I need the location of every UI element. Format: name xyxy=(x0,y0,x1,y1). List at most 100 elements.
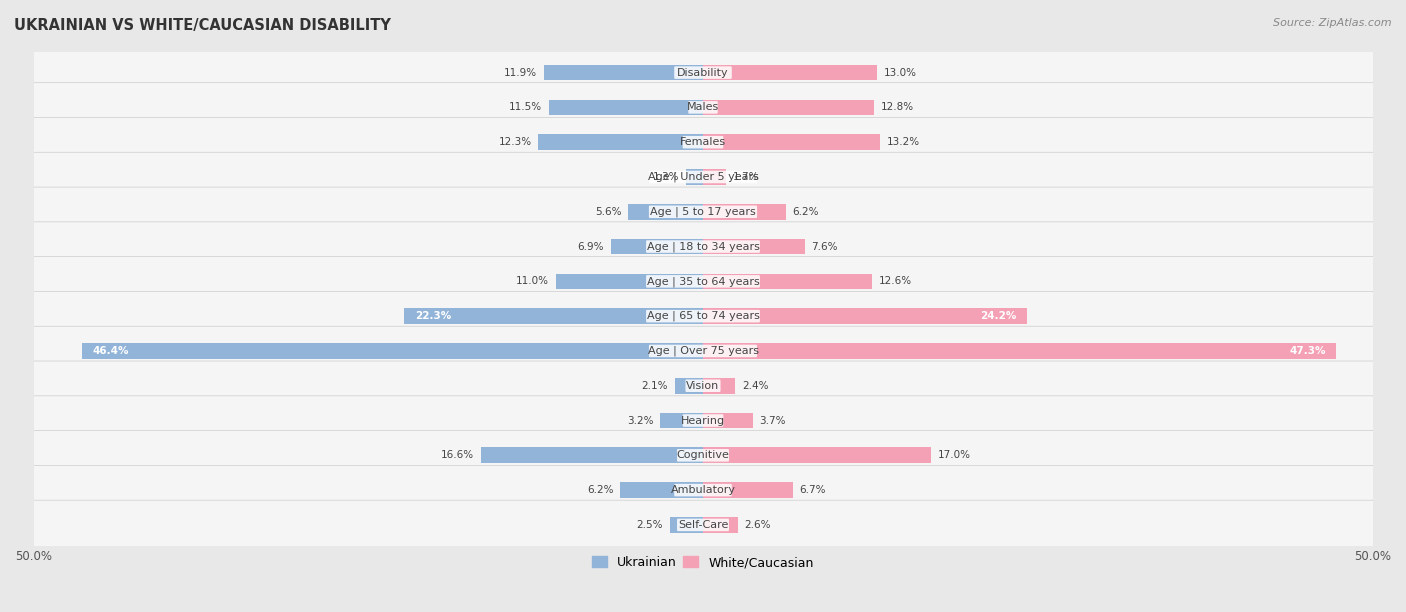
FancyBboxPatch shape xyxy=(678,449,728,461)
Text: 11.0%: 11.0% xyxy=(516,277,548,286)
FancyBboxPatch shape xyxy=(22,256,1384,306)
FancyBboxPatch shape xyxy=(22,291,1384,341)
FancyBboxPatch shape xyxy=(22,222,1384,271)
FancyBboxPatch shape xyxy=(689,101,717,114)
FancyBboxPatch shape xyxy=(22,187,1384,236)
Bar xyxy=(703,169,725,185)
Text: Males: Males xyxy=(688,102,718,113)
Text: 6.2%: 6.2% xyxy=(793,207,820,217)
Text: 1.7%: 1.7% xyxy=(733,172,759,182)
FancyBboxPatch shape xyxy=(683,136,723,149)
Text: 2.4%: 2.4% xyxy=(742,381,768,390)
Text: 13.2%: 13.2% xyxy=(886,137,920,147)
Bar xyxy=(661,412,703,428)
Text: Age | Under 5 years: Age | Under 5 years xyxy=(648,172,758,182)
Text: 2.5%: 2.5% xyxy=(637,520,662,530)
Text: 6.2%: 6.2% xyxy=(586,485,613,495)
Bar xyxy=(686,169,703,185)
Text: 47.3%: 47.3% xyxy=(1289,346,1326,356)
Text: UKRAINIAN VS WHITE/CAUCASIAN DISABILITY: UKRAINIAN VS WHITE/CAUCASIAN DISABILITY xyxy=(14,18,391,34)
Text: Vision: Vision xyxy=(686,381,720,390)
FancyBboxPatch shape xyxy=(22,326,1384,376)
Text: 3.2%: 3.2% xyxy=(627,416,654,425)
Text: 12.3%: 12.3% xyxy=(499,137,531,147)
FancyBboxPatch shape xyxy=(650,345,756,357)
FancyBboxPatch shape xyxy=(650,171,756,183)
FancyBboxPatch shape xyxy=(683,414,723,427)
Bar xyxy=(548,100,703,115)
Text: Ambulatory: Ambulatory xyxy=(671,485,735,495)
Bar xyxy=(555,274,703,289)
Text: Hearing: Hearing xyxy=(681,416,725,425)
Legend: Ukrainian, White/Caucasian: Ukrainian, White/Caucasian xyxy=(588,551,818,574)
FancyBboxPatch shape xyxy=(22,83,1384,132)
FancyBboxPatch shape xyxy=(22,431,1384,480)
Bar xyxy=(538,135,703,150)
Text: Source: ZipAtlas.com: Source: ZipAtlas.com xyxy=(1274,18,1392,28)
Bar xyxy=(544,65,703,80)
Text: 6.7%: 6.7% xyxy=(800,485,825,495)
Text: Age | 5 to 17 years: Age | 5 to 17 years xyxy=(650,206,756,217)
Text: 2.6%: 2.6% xyxy=(745,520,770,530)
FancyBboxPatch shape xyxy=(22,396,1384,446)
Text: Age | 18 to 34 years: Age | 18 to 34 years xyxy=(647,241,759,252)
FancyBboxPatch shape xyxy=(650,206,756,218)
Bar xyxy=(703,135,880,150)
Text: Females: Females xyxy=(681,137,725,147)
Bar xyxy=(703,239,804,255)
Text: 46.4%: 46.4% xyxy=(93,346,129,356)
Bar xyxy=(675,378,703,394)
FancyBboxPatch shape xyxy=(22,465,1384,515)
FancyBboxPatch shape xyxy=(675,66,731,79)
Text: 7.6%: 7.6% xyxy=(811,242,838,252)
Bar xyxy=(405,308,703,324)
Text: 22.3%: 22.3% xyxy=(415,311,451,321)
Text: Age | 65 to 74 years: Age | 65 to 74 years xyxy=(647,311,759,321)
Bar xyxy=(703,517,738,532)
Text: 24.2%: 24.2% xyxy=(980,311,1017,321)
Bar xyxy=(703,412,752,428)
Text: 11.9%: 11.9% xyxy=(503,67,537,78)
Text: Self-Care: Self-Care xyxy=(678,520,728,530)
Bar xyxy=(703,308,1026,324)
FancyBboxPatch shape xyxy=(647,275,759,288)
FancyBboxPatch shape xyxy=(686,379,720,392)
FancyBboxPatch shape xyxy=(22,152,1384,202)
Bar xyxy=(610,239,703,255)
Text: 6.9%: 6.9% xyxy=(578,242,605,252)
FancyBboxPatch shape xyxy=(22,118,1384,167)
FancyBboxPatch shape xyxy=(678,518,728,531)
FancyBboxPatch shape xyxy=(647,310,759,323)
Bar xyxy=(703,65,877,80)
Text: 1.3%: 1.3% xyxy=(652,172,679,182)
Bar xyxy=(669,517,703,532)
Bar xyxy=(628,204,703,220)
Bar xyxy=(703,378,735,394)
Bar xyxy=(703,100,875,115)
Bar xyxy=(703,274,872,289)
Bar xyxy=(82,343,703,359)
Bar xyxy=(703,447,931,463)
Bar xyxy=(703,482,793,498)
Bar xyxy=(620,482,703,498)
Text: Age | Over 75 years: Age | Over 75 years xyxy=(648,346,758,356)
FancyBboxPatch shape xyxy=(647,241,759,253)
FancyBboxPatch shape xyxy=(22,500,1384,550)
Bar xyxy=(703,343,1336,359)
Text: 16.6%: 16.6% xyxy=(441,450,474,460)
Text: 2.1%: 2.1% xyxy=(641,381,668,390)
Bar xyxy=(481,447,703,463)
FancyBboxPatch shape xyxy=(22,361,1384,411)
Text: Age | 35 to 64 years: Age | 35 to 64 years xyxy=(647,276,759,286)
Text: 17.0%: 17.0% xyxy=(938,450,970,460)
FancyBboxPatch shape xyxy=(22,48,1384,97)
FancyBboxPatch shape xyxy=(675,484,731,496)
Text: 12.6%: 12.6% xyxy=(879,277,911,286)
Text: 12.8%: 12.8% xyxy=(882,102,914,113)
Text: 5.6%: 5.6% xyxy=(595,207,621,217)
Bar xyxy=(703,204,786,220)
Text: Cognitive: Cognitive xyxy=(676,450,730,460)
Text: 11.5%: 11.5% xyxy=(509,102,543,113)
Text: 13.0%: 13.0% xyxy=(884,67,917,78)
Text: Disability: Disability xyxy=(678,67,728,78)
